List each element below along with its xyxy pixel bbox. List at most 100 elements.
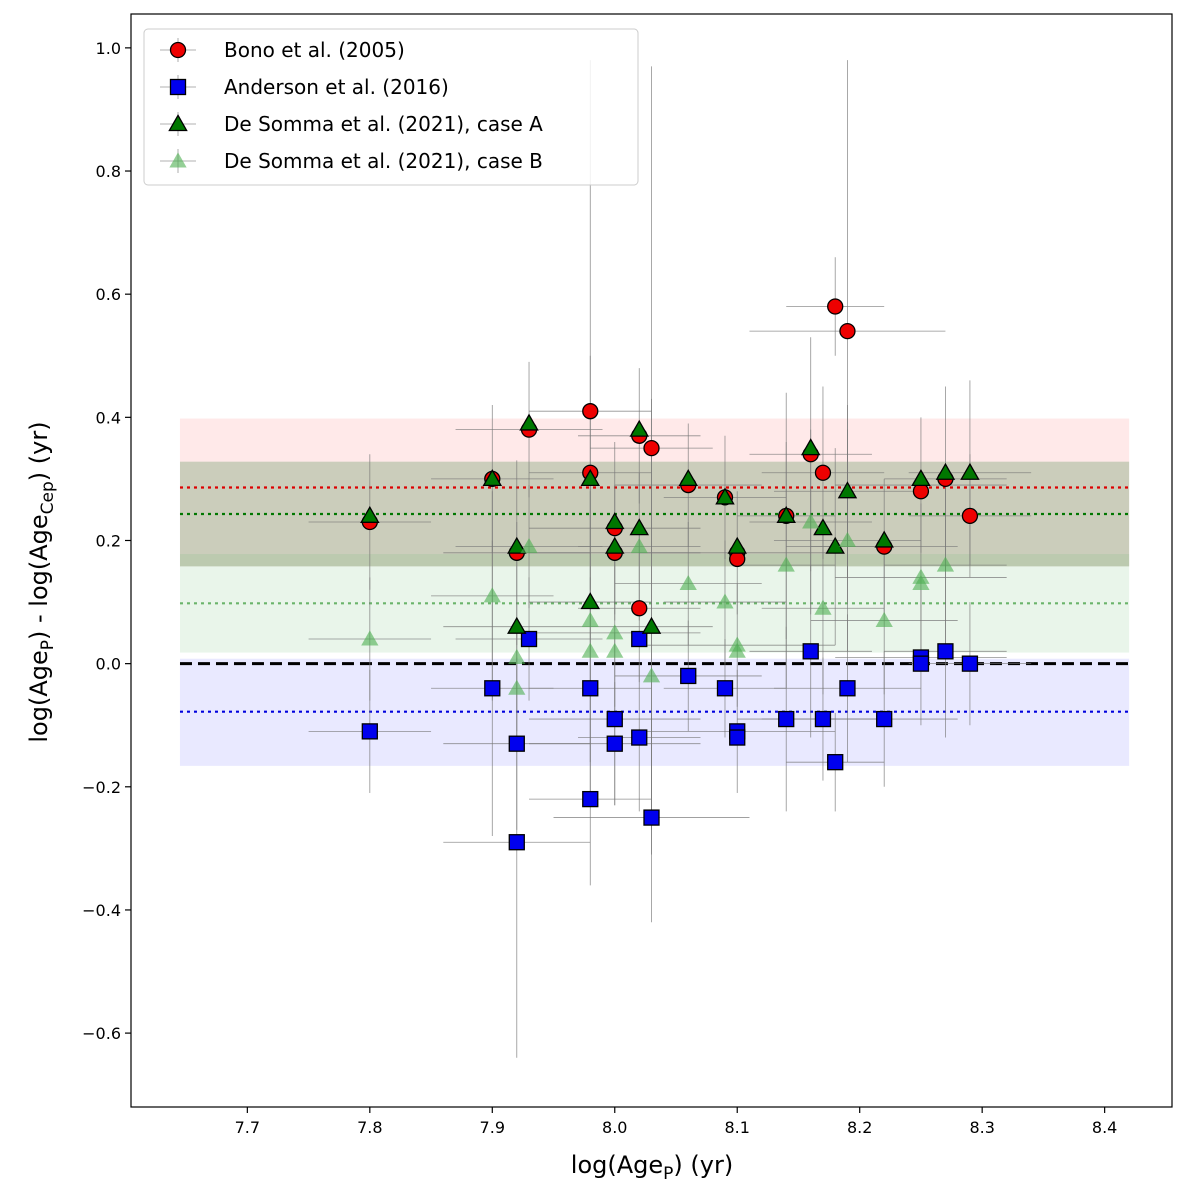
somma-b-band (179, 554, 1130, 653)
legend-entry: De Somma et al. (2021), case B (160, 149, 543, 173)
y-tick-label: 0.0 (96, 655, 121, 674)
y-tick-label: 1.0 (96, 39, 121, 58)
anderson-point (508, 735, 525, 752)
anderson-point (778, 710, 795, 728)
y-axis-label-sub1: P (38, 640, 58, 650)
somma-a-point (825, 536, 845, 554)
somma-b-point (814, 599, 832, 615)
somma-b-point (361, 630, 379, 646)
bono-point (643, 439, 660, 457)
somma-b-point (875, 611, 893, 628)
somma-b-point (630, 538, 648, 554)
somma-a-point (813, 518, 833, 536)
somma-b-point (581, 611, 599, 628)
somma-a-point (605, 512, 625, 530)
y-axis-label-part3: ) (yr) (25, 421, 53, 481)
legend-items: Bono et al. (2005) Anderson et al. (2016)… (160, 38, 543, 173)
somma-a-point (629, 518, 649, 536)
somma-b-point (716, 593, 734, 609)
legend-marker (169, 78, 187, 96)
somma-a-point (482, 468, 503, 487)
anderson-point (961, 655, 979, 672)
anderson-point (814, 710, 832, 728)
somma-a-point (580, 468, 601, 487)
legend-label: Anderson et al. (2016) (224, 75, 449, 99)
legend-label: Bono et al. (2005) (224, 38, 405, 62)
somma-b-point (520, 538, 538, 554)
anderson-point (643, 809, 660, 826)
legend-label: De Somma et al. (2021), case A (224, 112, 543, 136)
y-tick-label: 0.6 (96, 285, 121, 304)
somma-a-point (580, 592, 601, 610)
legend-entry: Bono et al. (2005) (160, 38, 405, 62)
bono-point (961, 507, 979, 525)
legend-label: De Somma et al. (2021), case B (224, 149, 543, 173)
x-tick-label: 8.0 (602, 1118, 627, 1137)
series-anderson (361, 630, 979, 851)
bono-point (827, 298, 844, 315)
y-axis-label-part1: log(Age (25, 650, 53, 742)
somma-b-point (508, 648, 526, 664)
y-tick-label: 0.2 (96, 531, 121, 550)
y-tick-label: −0.4 (82, 901, 121, 920)
x-tick-label: 8.1 (725, 1118, 750, 1137)
anderson-point (606, 710, 623, 728)
somma-a-point (507, 536, 527, 554)
anderson-point (582, 790, 599, 808)
legend-box (143, 28, 639, 186)
somma-b-point (508, 679, 526, 695)
anderson-point (680, 667, 697, 685)
confidence-bands (179, 418, 1130, 766)
y-axis-label: log(AgeP) - log(AgeCep) (yr) (25, 421, 58, 742)
somma-a-point (727, 536, 747, 554)
y-tick-label: 0.4 (96, 408, 121, 427)
anderson-point (631, 729, 648, 746)
somma-a-point (519, 413, 539, 431)
anderson-point (802, 643, 819, 660)
y-axis-ticks: −0.6 −0.4 −0.2 0.0 0.2 0.4 0.6 0.8 1.0 (82, 39, 131, 1043)
somma-a-point (629, 419, 649, 437)
legend-marker (169, 41, 187, 59)
anderson-point (606, 735, 623, 752)
somma-b-point (912, 574, 930, 591)
somma-b-point (679, 574, 697, 591)
legend: Bono et al. (2005) Anderson et al. (2016)… (143, 28, 639, 186)
anderson-point (484, 680, 501, 697)
somma-a-point (935, 462, 956, 480)
plot-frame (130, 13, 1173, 1108)
anderson-point (912, 655, 930, 672)
somma-b-point (642, 667, 661, 683)
bono-point (814, 464, 832, 481)
somma-b-point (728, 642, 746, 658)
somma-b-point (483, 587, 501, 603)
x-tick-label: 8.4 (1092, 1118, 1117, 1137)
anderson-point (716, 680, 734, 697)
x-axis-label: log(AgeP) (yr) (571, 1151, 733, 1184)
y-axis-label-sub2: Cep (38, 481, 58, 514)
y-tick-label: −0.6 (82, 1024, 121, 1043)
legend-marker (169, 152, 187, 168)
somma-a-point (776, 505, 796, 523)
x-axis-label-tail: ) (yr) (673, 1151, 733, 1179)
data-points (360, 298, 980, 851)
x-tick-label: 8.3 (969, 1118, 994, 1137)
y-tick-label: 0.8 (96, 162, 121, 181)
somma-b-point (802, 513, 820, 529)
somma-b-point (936, 556, 955, 572)
legend-entry: Anderson et al. (2016) (160, 75, 449, 99)
x-tick-label: 8.2 (847, 1118, 872, 1137)
y-tick-label: −0.2 (82, 778, 121, 797)
bono-point (582, 403, 599, 420)
anderson-point (827, 754, 844, 771)
somma-b-point (606, 624, 624, 640)
somma-a-point (715, 487, 735, 505)
somma-a-point (874, 530, 894, 548)
x-tick-label: 7.8 (357, 1118, 382, 1137)
mean-lines (179, 486, 1130, 713)
somma-a-point (800, 438, 821, 456)
anderson-point (520, 630, 538, 648)
x-axis-ticks: 7.7 7.8 7.9 8.0 8.1 8.2 8.3 8.4 (235, 1107, 1117, 1137)
anderson-point (582, 680, 599, 697)
somma-a-point (360, 505, 380, 523)
anderson-point (876, 710, 893, 728)
